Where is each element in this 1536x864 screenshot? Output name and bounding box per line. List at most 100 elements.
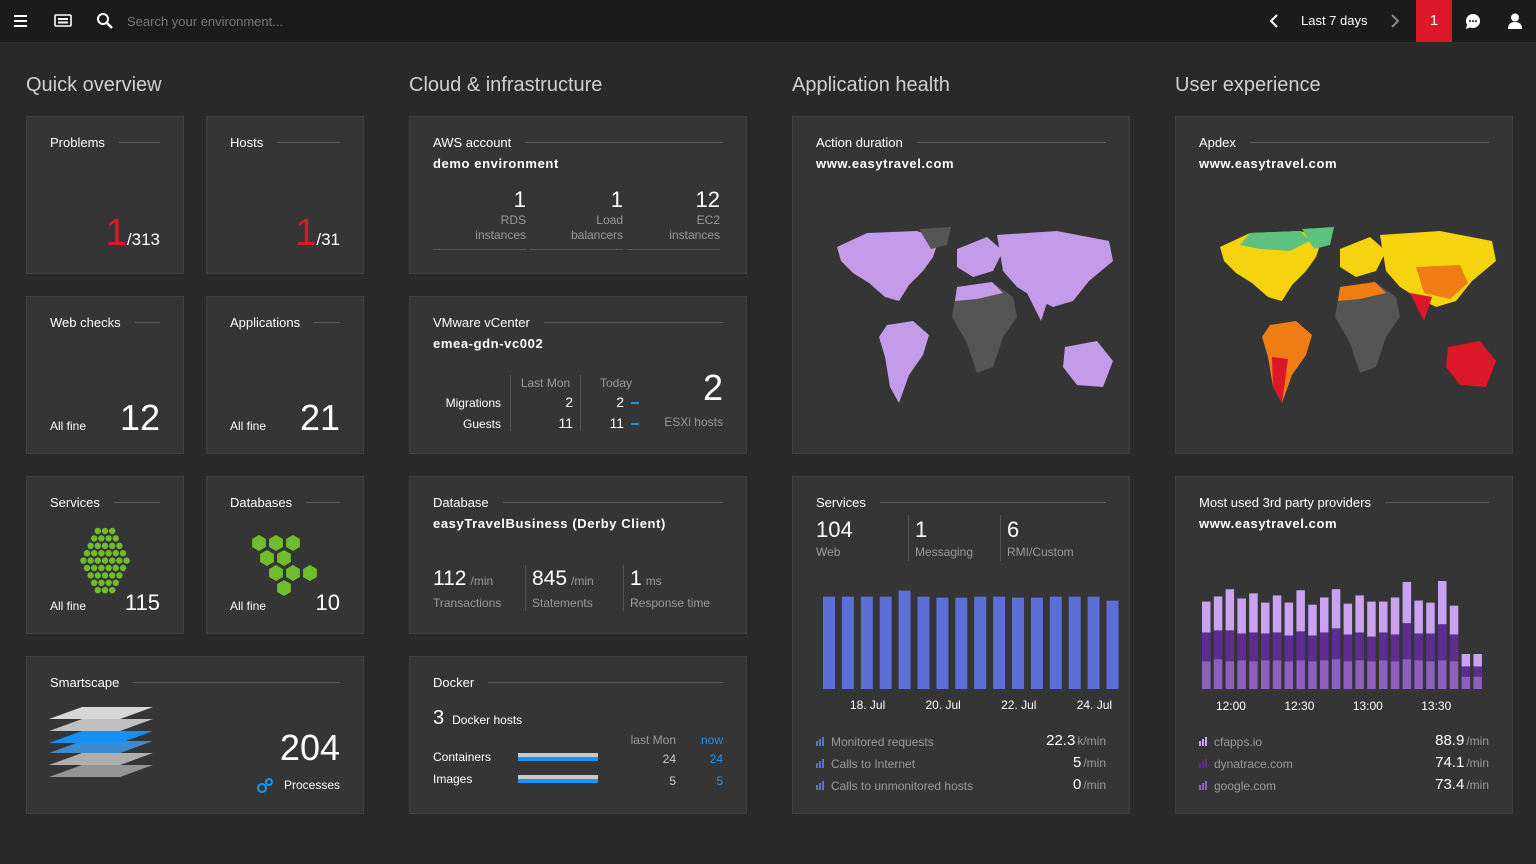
- menu-icon[interactable]: [12, 12, 30, 30]
- web_checks-tile[interactable]: Web checks All fine 12: [26, 296, 184, 454]
- services-tile[interactable]: Services All fine 115: [26, 476, 184, 634]
- bar-segment: [1438, 581, 1447, 625]
- hex-dot: [98, 550, 105, 557]
- separator: [908, 515, 909, 561]
- search-icon[interactable]: [96, 12, 114, 30]
- unit: /min: [1083, 778, 1106, 792]
- status: All fine: [230, 599, 267, 613]
- region: [919, 227, 951, 249]
- header-rule: [118, 142, 160, 143]
- bar: [1106, 600, 1119, 689]
- metric: 845/min: [532, 567, 594, 591]
- legend-icon: [816, 763, 818, 768]
- apdex-tile[interactable]: Apdex www.easytravel.com: [1175, 116, 1513, 454]
- graphic: [837, 227, 1113, 403]
- search-input[interactable]: Search your environment...: [127, 14, 284, 29]
- metric: 12 EC2 instances: [627, 187, 720, 250]
- status: All fine: [230, 419, 267, 433]
- next-button[interactable]: [1387, 12, 1403, 30]
- hex-dot: [94, 587, 101, 594]
- metric-label: Transactions: [433, 596, 502, 610]
- smartscape-tile[interactable]: Smartscape 204 Processes: [26, 656, 364, 814]
- graphic: [823, 590, 1119, 689]
- unit: /min: [1466, 734, 1489, 748]
- bar: [1049, 596, 1062, 689]
- header-rule: [113, 502, 160, 503]
- tile-header: Problems: [50, 135, 160, 150]
- problems-tile[interactable]: Problems 1/313: [26, 116, 184, 274]
- bar-segment: [1426, 602, 1435, 634]
- legend-icon: [1205, 737, 1207, 746]
- layer: [49, 707, 153, 719]
- hosts-tile[interactable]: Hosts 1/31: [206, 116, 364, 274]
- metric-label: EC2 instances: [669, 213, 720, 242]
- layer: [49, 753, 153, 765]
- tile-subtitle: demo environment: [433, 156, 559, 171]
- bar-segment: [1449, 634, 1459, 662]
- providers-tile[interactable]: Most used 3rd party providers www.easytra…: [1175, 476, 1513, 814]
- timeframe[interactable]: Last 7 days: [1301, 13, 1368, 28]
- legend-label: Calls to unmonitored hosts: [831, 779, 974, 793]
- separator: [510, 375, 511, 431]
- x-tick-label: 20. Jul: [925, 698, 961, 712]
- metric-value: 845: [532, 567, 568, 590]
- value: 0: [1072, 776, 1082, 793]
- hex: [277, 580, 291, 596]
- count-value: 104: [816, 517, 853, 542]
- separator: [623, 565, 624, 611]
- docker-tile[interactable]: Docker 3 Docker hosts last Mon now Containers…: [409, 656, 747, 814]
- action-duration-tile[interactable]: Action duration www.easytravel.com: [792, 116, 1130, 454]
- tile-header: Most used 3rd party providers: [1199, 495, 1489, 510]
- hex-dot: [98, 579, 105, 586]
- metric-unit: ms: [645, 574, 662, 588]
- hex-dot: [116, 542, 123, 549]
- x-tick-label: 24. Jul: [1076, 698, 1113, 712]
- applications-tile[interactable]: Applications All fine 21: [206, 296, 364, 454]
- screen-icon[interactable]: [54, 12, 72, 30]
- section-title: Application health: [792, 74, 950, 96]
- bar-segment: [1426, 661, 1435, 689]
- layer: [49, 731, 153, 743]
- graphic: [1220, 227, 1496, 403]
- bar-segment: [1320, 660, 1329, 689]
- chat-icon[interactable]: [1464, 12, 1482, 30]
- bar-segment: [1343, 634, 1353, 662]
- graphic: [49, 707, 153, 777]
- process-label: Processes: [256, 777, 340, 793]
- database-tile[interactable]: Database easyTravelBusiness (Derby Client…: [409, 476, 747, 634]
- bar-old: [518, 753, 598, 757]
- legend-icon: [822, 759, 824, 768]
- region: [1446, 341, 1496, 387]
- cell: 2: [565, 394, 573, 410]
- alerts-badge[interactable]: 1: [1416, 0, 1452, 42]
- services-tile[interactable]: Services 104 Web 1 Messaging 6 RMI/Custom 18. J…: [792, 476, 1130, 814]
- bar-segment: [1213, 630, 1223, 660]
- bar-segment: [1272, 632, 1282, 661]
- aws-tile[interactable]: AWS account demo environment 1 RDS instance…: [409, 116, 747, 274]
- bar-segment: [1296, 590, 1305, 632]
- databases-tile[interactable]: Databases All fine 10: [206, 476, 364, 634]
- vmware-tile[interactable]: VMware vCenter emea-gdn-vc002 Last Mon Toda…: [409, 296, 747, 454]
- metric-label: RDS instances: [475, 213, 526, 242]
- tile-subtitle: easyTravelBusiness (Derby Client): [433, 516, 666, 531]
- legend-label: Calls to Internet: [831, 757, 916, 771]
- legend-label: google.com: [1214, 779, 1277, 793]
- bar-segment: [1213, 596, 1223, 631]
- hex-dot: [91, 550, 98, 557]
- metric: 1 RDS instances: [433, 187, 526, 250]
- section-title: Cloud & infrastructure: [409, 74, 603, 96]
- bar-segment: [1272, 595, 1282, 633]
- bar-segment: [1202, 601, 1211, 633]
- hex-dot: [109, 527, 116, 535]
- hex-dot: [94, 572, 101, 579]
- user-icon[interactable]: [1506, 12, 1524, 30]
- prev-button[interactable]: [1266, 12, 1282, 30]
- hex-dot: [98, 564, 105, 572]
- graphic: [1202, 581, 1482, 689]
- metric-unit: /min: [571, 574, 594, 588]
- metric: 112/min: [433, 567, 493, 591]
- legend-value: 5/min: [1073, 754, 1106, 772]
- status: All fine: [50, 419, 87, 433]
- column-header: Last Mon: [520, 376, 571, 390]
- hex-dot: [83, 564, 91, 572]
